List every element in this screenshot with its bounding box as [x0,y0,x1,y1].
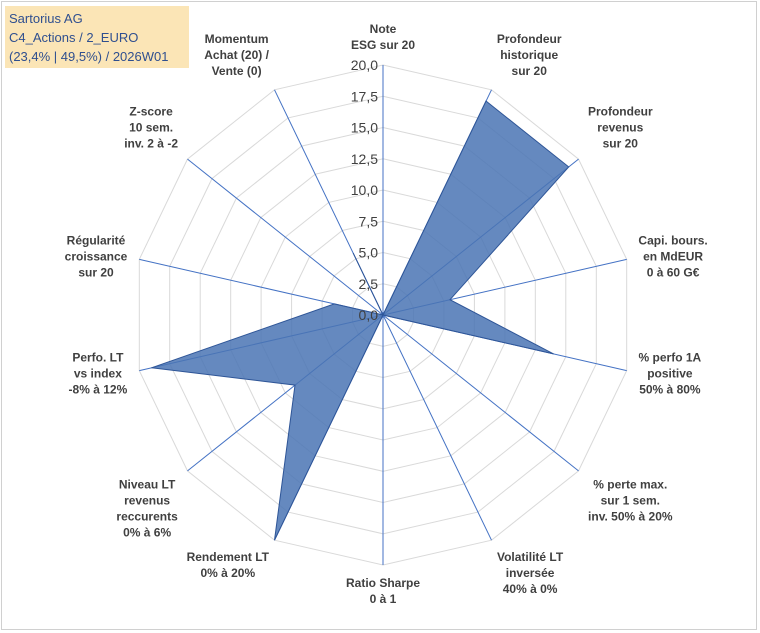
tick-label: 20,0 [351,57,378,73]
axis-label-line: Note [370,22,397,36]
axis-label-line: sur 20 [78,266,114,280]
axis-label-line: historique [500,48,558,62]
axis-label-line: Régularité [67,234,126,248]
axis-label: Z-score 10 sem. inv. 2 à -2 [124,105,178,151]
axis-label: Momentum Achat (20) / Vente (0) [204,32,269,78]
axis-label: % perfo 1A positive 50% à 80% [639,350,702,396]
axis-label-line: Ratio Sharpe [346,576,420,590]
radar-tick-labels: 0,0 2,5 5,0 7,5 10,0 12,5 15,0 17,5 20,0 [351,57,378,323]
axis-label-line: Vente (0) [212,64,262,78]
axis-label-line: vs index [74,366,122,380]
axis-label: Volatilité LT inversée 40% à 0% [497,550,564,596]
axis-label-line: inv. 2 à -2 [124,137,178,151]
axis-label: Profondeur revenus sur 20 [588,105,653,151]
axis-label-line: 0% à 20% [200,566,255,580]
axis-label-line: positive [647,366,693,380]
tick-label: 2,5 [359,276,379,292]
tick-label: 15,0 [351,120,378,136]
axis-label-line: 0 à 1 [370,592,397,606]
axis-label-line: % perte max. [593,477,667,491]
axis-label-line: sur 20 [512,64,548,78]
period-label: (23,4% | 49,5%) / 2026W01 [9,49,169,64]
axis-label-line: 40% à 0% [503,582,558,596]
category-label: C4_Actions / 2_EURO [9,30,139,45]
axis-label-line: revenus [597,121,643,135]
axis-label-line: 50% à 80% [639,382,701,396]
radar-series [151,100,570,541]
tick-label: 12,5 [351,151,378,167]
axis-label-line: 0 à 60 G€ [647,266,700,280]
axis-label-line: 0% à 6% [123,525,171,539]
tick-label: 0,0 [359,307,379,323]
axis-label-line: en MdEUR [643,250,703,264]
axis-label: Régularité croissance sur 20 [65,234,128,280]
tick-label: 5,0 [359,245,379,261]
axis-spoke [187,158,384,316]
axis-label-line: Profondeur [497,32,562,46]
axis-label-line: croissance [65,250,128,264]
axis-label-line: -8% à 12% [69,382,128,396]
axis-label-line: inv. 50% à 20% [588,509,673,523]
axis-label-line: ESG sur 20 [351,38,415,52]
axis-label-line: Momentum [205,32,269,46]
axis-label-line: Z-score [129,105,173,119]
tick-label: 7,5 [359,213,379,229]
axis-label-line: Profondeur [588,105,653,119]
axis-label-line: sur 20 [603,137,639,151]
axis-label: Rendement LT 0% à 20% [187,550,270,580]
axis-label-line: Volatilité LT [497,550,564,564]
chart-title-box: Sartorius AG C4_Actions / 2_EURO (23,4% … [5,6,189,68]
axis-label-line: inversée [506,566,555,580]
radar-axis-labels: Note ESG sur 20 Profondeur historique sur 20… [65,22,708,606]
tick-label: 17,5 [351,88,378,104]
tick-label: 10,0 [351,182,378,198]
axis-label: Profondeur historique sur 20 [497,32,562,78]
company-name: Sartorius AG [9,11,83,26]
axis-spoke [382,314,492,541]
axis-label-line: Capi. bours. [638,234,707,248]
axis-label-line: Rendement LT [187,550,270,564]
axis-label-line: sur 1 sem. [601,493,660,507]
axis-label: Note ESG sur 20 [351,22,415,52]
axis-label: Capi. bours. en MdEUR 0 à 60 G€ [638,234,707,280]
axis-label-line: reccurents [116,509,178,523]
axis-label-line: revenus [124,493,170,507]
axis-label-line: Niveau LT [119,477,176,491]
axis-label-line: Achat (20) / [204,48,269,62]
axis-label-line: 10 sem. [129,121,173,135]
axis-label: % perte max. sur 1 sem. inv. 50% à 20% [588,477,673,523]
axis-label-line: % perfo 1A [639,350,702,364]
axis-label: Niveau LT revenus reccurents 0% à 6% [116,477,178,539]
axis-label-line: Perfo. LT [72,350,124,364]
axis-spoke [382,314,579,472]
axis-label: Ratio Sharpe 0 à 1 [346,576,420,606]
axis-label: Perfo. LT vs index -8% à 12% [69,350,128,396]
